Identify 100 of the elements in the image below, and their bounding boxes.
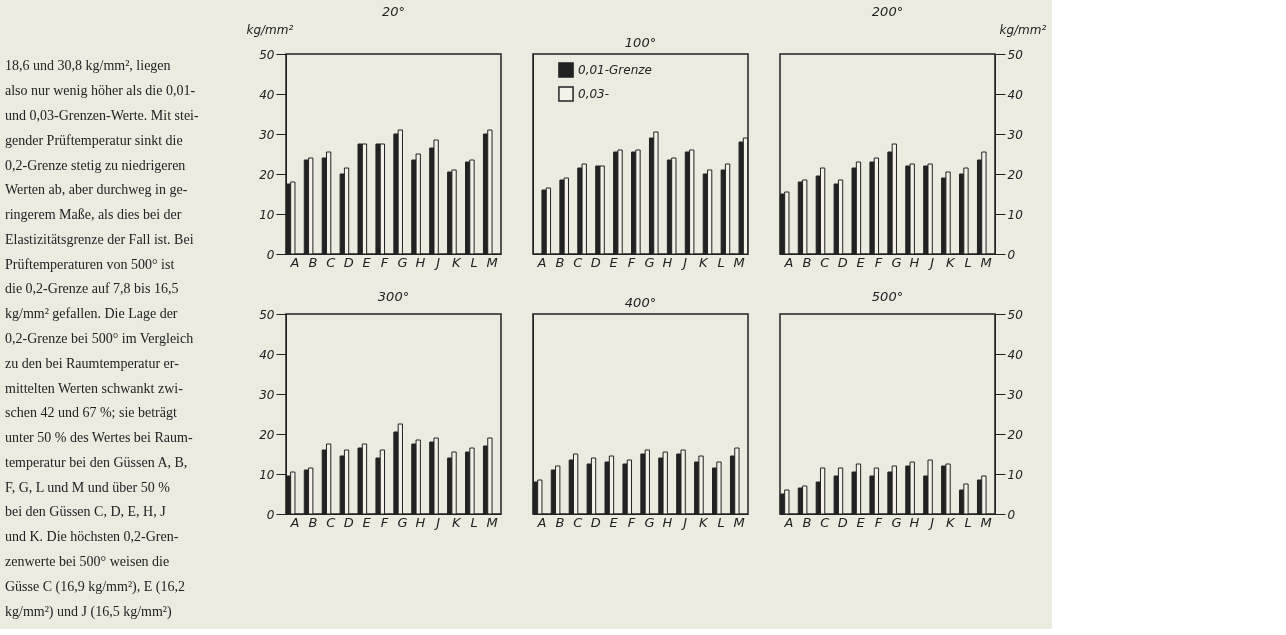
y2-tick-label: 10 [1007,467,1024,482]
x-tick-label: F [874,254,883,270]
text: zu den bei Raumtemperatur er- [5,355,180,371]
x-tick-label: D [343,254,354,270]
text: F, G, L und M und über 50 % [5,479,171,495]
text: Prüftemperaturen von 500° ist [5,256,175,272]
y2-tick-label: 30 [1007,387,1024,402]
x-tick-label: J [680,254,688,270]
y-tick-label: 10 [259,207,275,222]
x-tick-label: K [945,254,956,270]
x-tick-label: J [680,514,688,530]
x-tick-label: C [573,514,584,530]
chart-title: 200° [871,4,904,19]
y-tick-label: 30 [259,387,275,402]
x-tick-label: E [856,254,866,270]
x-tick-label: B [802,514,812,530]
x-tick-label: B [555,254,565,270]
text: ringerem Maße, als dies bei der [5,207,182,223]
y-tick-label: 50 [259,307,275,322]
x-tick-label: K [698,254,709,270]
text: und K. Die höchsten 0,2-Gren- [5,529,179,545]
x-tick-label: J [433,514,441,530]
y2-tick-label: 0 [1007,507,1016,522]
y2-tick-label: 10 [1007,207,1024,222]
y2-axis-title: kg/mm² [999,22,1047,37]
x-tick-label: A [289,514,300,530]
x-tick-label: M [980,514,992,530]
x-tick-label: D [590,514,601,530]
x-tick-label: G [891,254,902,270]
y-axis-title: kg/mm² [246,22,294,37]
text: Elastizitätsgrenze der Fall ist. Bei [5,231,194,247]
x-tick-label: G [644,514,655,530]
x-tick-label: M [733,514,745,530]
x-tick-label: E [856,514,866,530]
text: temperatur bei den Güssen A, B, [5,454,188,470]
y2-tick-label: 50 [1007,47,1024,62]
text: 18,6 und 30,8 kg/mm², liegen [5,58,171,74]
x-tick-label: K [451,514,462,530]
text: und 0,03-Grenzen-Werte. Mit stei- [5,107,199,123]
legend-label: 0,03- [578,87,610,101]
y2-tick-label: 20 [1007,167,1024,182]
y-tick-label: 20 [259,167,275,182]
x-tick-label: M [486,254,498,270]
x-tick-label: L [470,514,478,530]
x-tick-label: A [536,514,547,530]
x-tick-label: F [380,514,389,530]
x-tick-label: L [717,514,725,530]
text: mittelten Werten schwankt zwi- [5,380,184,396]
chart-title: 500° [871,289,904,304]
x-tick-label: J [927,514,935,530]
x-tick-label: C [326,514,337,530]
x-tick-label: D [343,514,354,530]
y-tick-label: 40 [259,87,275,102]
x-tick-label: E [362,514,372,530]
x-tick-label: L [964,514,972,530]
x-tick-label: K [698,514,709,530]
y-tick-label: 0 [266,507,275,522]
x-tick-label: H [909,254,920,270]
x-tick-label: L [964,254,972,270]
text: bei den Güssen C, D, E, H, J [5,504,167,520]
x-tick-label: D [590,254,601,270]
text: schen 42 und 67 %; sie beträgt [5,405,177,421]
x-tick-label: E [609,254,619,270]
x-tick-label: H [662,254,673,270]
x-tick-label: H [415,254,426,270]
x-tick-label: A [783,254,794,270]
y2-tick-label: 0 [1007,247,1016,262]
x-tick-label: A [289,254,300,270]
text: zenwerte bei 500° weisen die [5,554,170,570]
x-tick-label: E [609,514,619,530]
x-tick-label: G [644,254,655,270]
y-tick-label: 20 [259,427,275,442]
x-tick-label: M [980,254,992,270]
y2-tick-label: 40 [1007,87,1024,102]
text: kg/mm²) und J (16,5 kg/mm²) [5,603,172,620]
x-tick-label: F [874,514,883,530]
y-tick-label: 0 [266,247,275,262]
text: 0,2-Grenze stetig zu niedrigeren [5,157,186,173]
text: unter 50 % des Wertes bei Raum- [5,430,193,446]
y-tick-label: 30 [259,127,275,142]
chart-title: 400° [624,295,657,310]
x-tick-label: B [802,254,812,270]
x-tick-label: F [380,254,389,270]
x-tick-label: A [536,254,547,270]
y2-tick-label: 50 [1007,307,1024,322]
x-tick-label: F [627,514,636,530]
y2-tick-label: 20 [1007,427,1024,442]
x-tick-label: H [415,514,426,530]
x-tick-label: C [820,254,831,270]
text: 0,2-Grenze bei 500° im Vergleich [5,331,194,346]
x-tick-label: M [486,514,498,530]
text: Güsse C (16,9 kg/mm²), E (16,2 [5,578,185,595]
x-tick-label: B [308,514,318,530]
x-tick-label: B [308,254,318,270]
x-tick-label: L [717,254,725,270]
x-tick-label: E [362,254,372,270]
text: die 0,2-Grenze auf 7,8 bis 16,5 [5,281,179,297]
x-tick-label: F [627,254,636,270]
text: gender Prüftemperatur sinkt die [5,132,183,148]
x-tick-label: G [397,254,408,270]
